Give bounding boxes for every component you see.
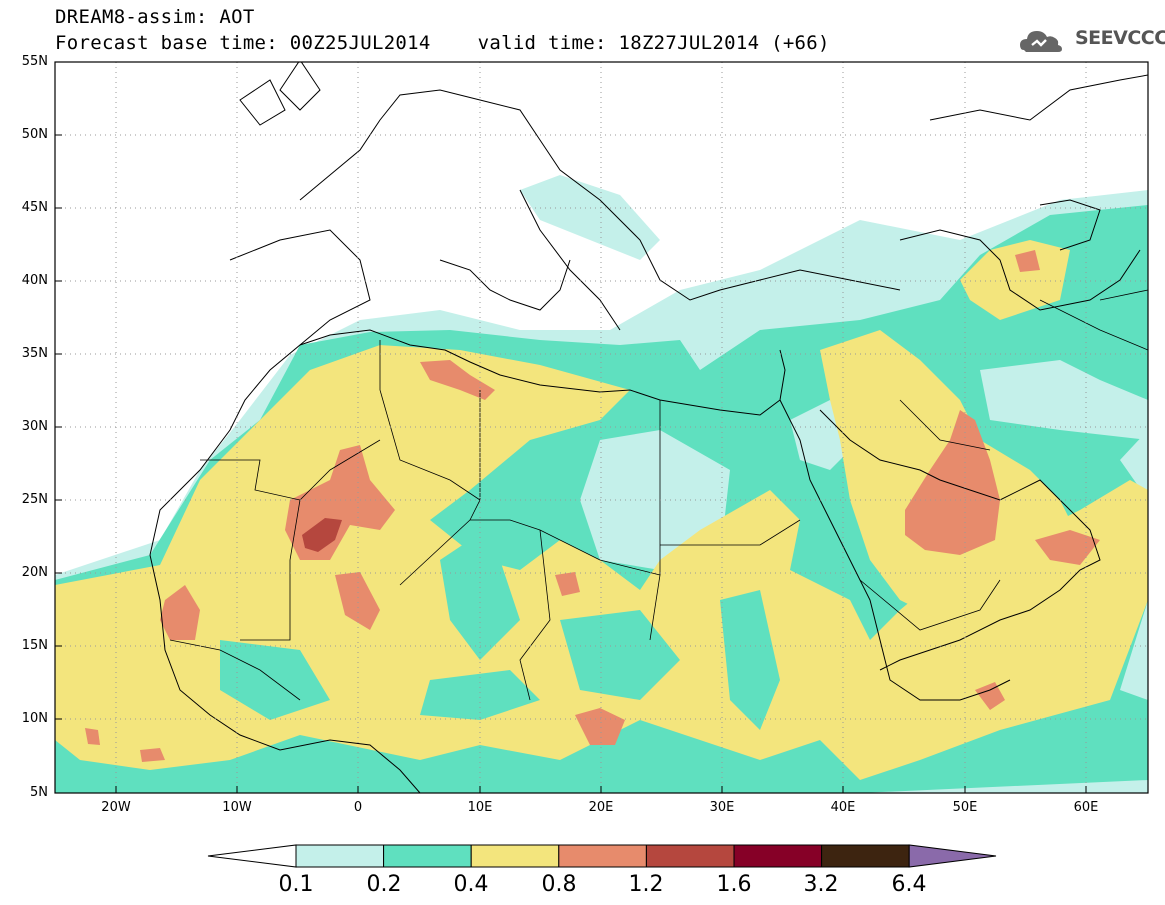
title-line-2: Forecast base time: 00Z25JUL2014 valid t… xyxy=(55,32,830,54)
aot-contour-0.8 xyxy=(555,572,580,596)
coastlines xyxy=(149,62,1148,793)
colorbar-label: 1.6 xyxy=(716,872,752,897)
colorbar-label: 0.8 xyxy=(541,872,577,897)
aot-contour-0.8 xyxy=(1015,250,1040,272)
colorbar-label: 0.1 xyxy=(278,872,314,897)
lon-label: 0 xyxy=(353,800,363,815)
axis-ticks xyxy=(55,61,1087,794)
colorbar-label: 1.2 xyxy=(628,872,664,897)
aot-contour-0.8 xyxy=(335,572,380,630)
aot-contour-0.2 xyxy=(560,610,680,700)
aot-contour-0.2 xyxy=(720,590,780,730)
lat-label: 45N xyxy=(21,200,48,215)
lat-label: 10N xyxy=(21,711,48,726)
colorbar-swatch xyxy=(558,844,647,868)
lat-label: 35N xyxy=(21,346,48,361)
aot-contour-0.2 xyxy=(420,670,540,720)
lon-label: 20W xyxy=(101,800,131,815)
lon-label: 30E xyxy=(709,800,735,815)
colorbar-label: 0.4 xyxy=(453,872,489,897)
lat-label: 25N xyxy=(21,492,48,507)
aot-contour-0.8 xyxy=(140,748,165,762)
lat-label: 50N xyxy=(21,127,48,142)
aot-contour-0.2 xyxy=(220,640,330,720)
aot-contour-0.1 xyxy=(520,175,660,260)
aot-contour-0.8 xyxy=(575,708,625,745)
colorbar-low-extend xyxy=(207,844,297,868)
colorbar-swatch xyxy=(470,844,560,868)
cloud-logo-icon xyxy=(1020,31,1062,52)
lat-label: 20N xyxy=(21,565,48,580)
colorbar-label: 0.2 xyxy=(366,872,402,897)
aot-contour-1.2 xyxy=(302,518,342,552)
colorbar-high-extend xyxy=(908,844,997,868)
logo-text: SEEVCCC xyxy=(1075,27,1165,49)
colorbar-swatch xyxy=(733,844,823,868)
aot-field xyxy=(55,175,1148,793)
colorbar-label: 6.4 xyxy=(891,872,927,897)
lon-label: 10E xyxy=(467,800,493,815)
aot-contour-0.2 xyxy=(440,540,520,660)
colorbar-label: 3.2 xyxy=(803,872,839,897)
colorbar-swatch xyxy=(821,844,910,868)
lat-label: 55N xyxy=(21,54,48,69)
lon-label: 20E xyxy=(588,800,614,815)
aot-contour-0.1 xyxy=(980,360,1148,440)
lat-label: 5N xyxy=(30,785,48,800)
aot-contour-0.8 xyxy=(1035,530,1100,565)
aot-contour-0.8 xyxy=(85,728,100,745)
lat-label: 15N xyxy=(21,638,48,653)
aot-contour-0.8 xyxy=(420,360,495,400)
aot-contour-0.8 xyxy=(160,585,200,640)
lon-label: 10W xyxy=(222,800,252,815)
colorbar-swatch xyxy=(645,844,735,868)
colorbar xyxy=(207,844,997,868)
lat-label: 40N xyxy=(21,273,48,288)
colorbar-swatch xyxy=(383,844,472,868)
title-line-1: DREAM8-assim: AOT xyxy=(55,6,255,28)
lon-label: 40E xyxy=(830,800,856,815)
aot-contour-0.8 xyxy=(905,410,1000,555)
lat-label: 30N xyxy=(21,419,48,434)
lon-label: 60E xyxy=(1073,800,1099,815)
aot-contour-0.8 xyxy=(975,682,1005,710)
colorbar-swatch xyxy=(295,844,385,868)
lon-label: 50E xyxy=(952,800,978,815)
aot-contour-0.4 xyxy=(960,240,1070,320)
graticule xyxy=(55,62,1148,793)
